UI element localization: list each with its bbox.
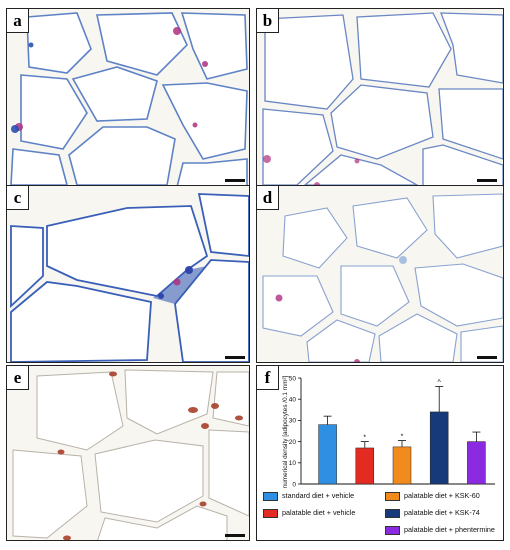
legend-label: palatable diet + vehicle (282, 508, 356, 517)
legend-entry: standard diet + vehicle (263, 491, 354, 501)
scale-bar (225, 356, 245, 359)
scale-bar (477, 356, 497, 359)
panel-label-a: a (7, 9, 29, 33)
micrograph-panel-a: a (6, 8, 250, 186)
adipose-tissue-image-e (7, 366, 249, 540)
bar-4 (429, 411, 449, 485)
bars-group: * * ^ (318, 379, 486, 485)
bar-2 (355, 447, 375, 485)
scale-bar (477, 179, 497, 182)
y-tick-label: 10 (289, 460, 297, 467)
legend-swatch (263, 508, 278, 518)
micrograph-panel-b: b (256, 8, 504, 186)
y-axis-label: numerical density [adipocytes /0.1 mm²] (282, 375, 289, 488)
scale-bar (225, 179, 245, 182)
legend-swatch (385, 491, 400, 501)
legend-label: palatable diet + phentermine (404, 525, 495, 534)
y-tick-label: 30 (289, 418, 297, 425)
panel-label-e: e (7, 366, 29, 390)
adipose-tissue-image-c (7, 186, 249, 362)
legend-label: standard diet + vehicle (282, 491, 355, 500)
micrograph-panel-c: c (6, 185, 250, 363)
legend-swatch (385, 508, 400, 518)
density-bar-chart: numerical density [adipocytes /0.1 mm²] … (282, 375, 495, 488)
legend-label: palatable diet + KSK-60 (404, 491, 480, 500)
bar-1 (318, 424, 337, 485)
legend-entry: palatable diet + vehicle (263, 508, 355, 518)
panel-label-d: d (257, 186, 279, 210)
bar-3 (392, 446, 412, 485)
legend-entry: palatable diet + KSK-74 (385, 508, 480, 518)
y-tick-label: 50 (289, 375, 297, 382)
legend-entry: palatable diet + KSK-60 (385, 491, 480, 501)
panel-label-f: f (257, 366, 279, 390)
adipose-tissue-image-d (257, 186, 503, 362)
y-tick-label: 20 (289, 439, 297, 446)
chart-panel-f: f numerical density [adipocytes /0.1 mm²… (256, 365, 504, 541)
y-tick-label: 0 (292, 481, 296, 488)
panel-label-c: c (7, 186, 29, 210)
adipose-tissue-image-b (257, 9, 503, 185)
significance-marker: * (363, 435, 366, 442)
micrograph-panel-d: d (256, 185, 504, 363)
scale-bar (225, 534, 245, 537)
significance-marker: ^ (438, 379, 442, 386)
legend-entry: palatable diet + phentermine (385, 525, 495, 535)
legend-swatch (385, 525, 400, 535)
panel-label-b: b (257, 9, 279, 33)
y-tick-label: 40 (289, 397, 297, 404)
legend-label: palatable diet + KSK-74 (404, 508, 480, 517)
micrograph-panel-e: e (6, 365, 250, 541)
bar-5 (467, 441, 486, 485)
significance-marker: * (401, 434, 404, 441)
adipose-tissue-image-a (7, 9, 249, 185)
legend-swatch (263, 491, 278, 501)
